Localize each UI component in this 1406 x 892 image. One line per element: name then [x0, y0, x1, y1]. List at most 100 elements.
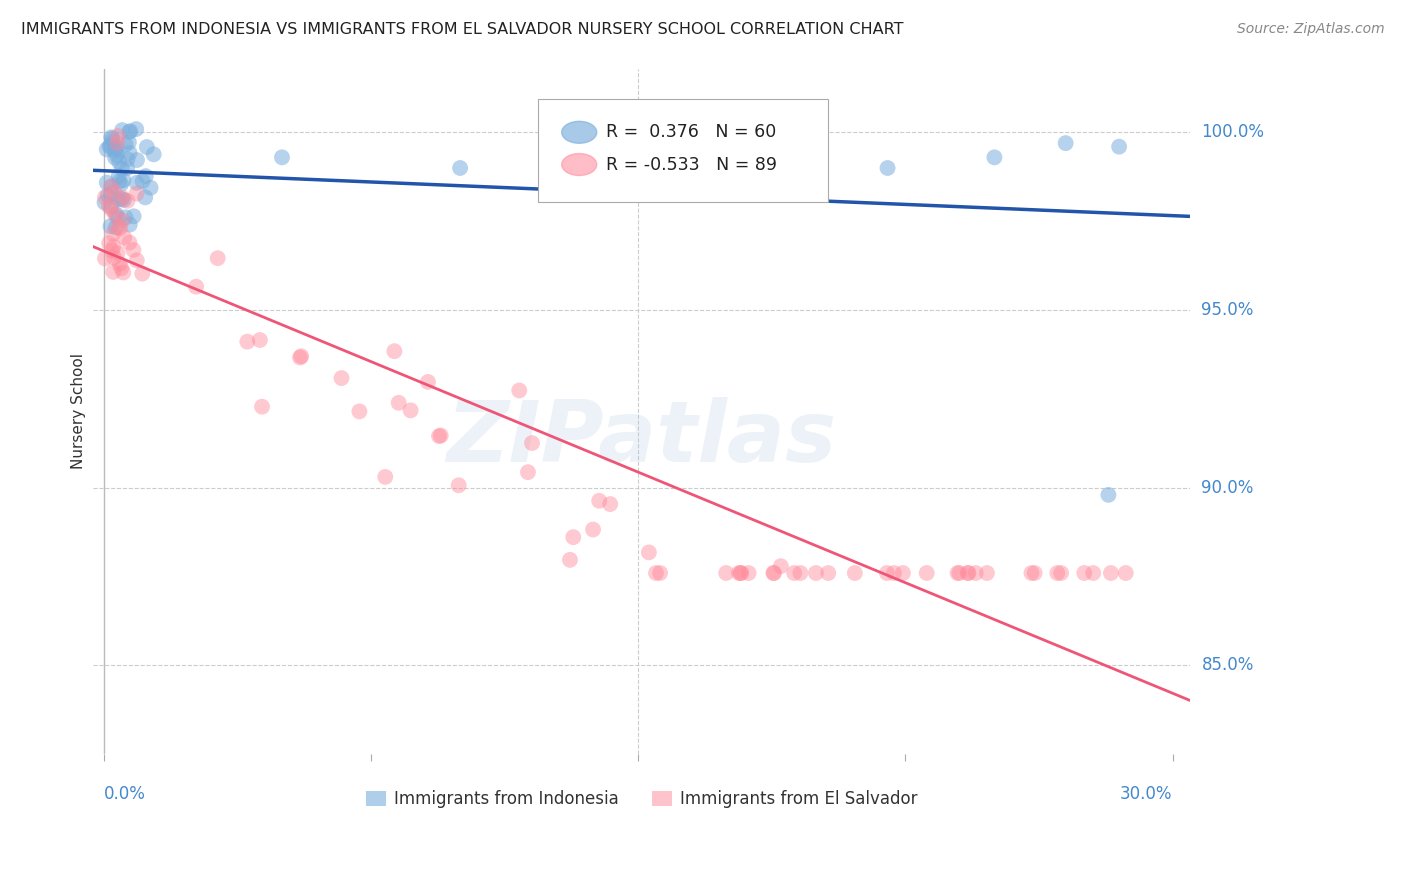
Point: [107, 220, 129, 235]
Point: [122, 243, 145, 257]
Point: [416, 375, 439, 389]
Point: [118, 125, 141, 139]
Point: [783, 566, 806, 580]
Point: [125, 186, 148, 201]
Point: [1046, 566, 1069, 580]
Point: [330, 371, 353, 385]
Point: [104, 142, 127, 156]
Point: [104, 140, 127, 154]
Point: [627, 168, 650, 182]
Point: [1073, 566, 1095, 580]
Point: [727, 566, 749, 580]
Point: [103, 251, 125, 265]
Point: [125, 253, 148, 268]
Point: [125, 122, 148, 136]
Point: [120, 124, 142, 138]
Point: [891, 566, 914, 580]
Point: [110, 177, 132, 191]
Text: 30.0%: 30.0%: [1121, 785, 1173, 803]
Text: 100.0%: 100.0%: [1202, 123, 1264, 142]
Point: [734, 153, 756, 168]
Point: [184, 279, 207, 293]
Point: [114, 137, 136, 152]
Text: 90.0%: 90.0%: [1202, 479, 1254, 497]
Point: [101, 135, 124, 149]
Point: [1097, 488, 1119, 502]
Point: [388, 396, 411, 410]
Point: [806, 146, 828, 161]
Point: [562, 530, 585, 544]
Point: [94, 190, 117, 204]
Point: [100, 202, 122, 216]
Point: [762, 566, 785, 580]
Point: [429, 428, 451, 442]
Point: [730, 566, 752, 580]
Point: [104, 220, 127, 235]
Point: [737, 566, 759, 580]
Point: [117, 152, 139, 166]
Point: [107, 128, 129, 143]
Point: [384, 344, 406, 359]
Point: [763, 566, 786, 580]
Point: [101, 227, 124, 241]
Point: [114, 211, 136, 225]
Point: [517, 465, 540, 479]
Point: [645, 566, 668, 580]
Point: [111, 192, 134, 206]
Point: [956, 566, 979, 580]
Point: [236, 334, 259, 349]
Point: [142, 147, 165, 161]
Point: [110, 261, 132, 276]
Point: [98, 236, 121, 251]
Point: [427, 429, 450, 443]
Point: [817, 566, 839, 580]
Point: [108, 154, 131, 169]
Circle shape: [561, 153, 596, 176]
Point: [100, 130, 122, 145]
Point: [1099, 566, 1122, 580]
Point: [983, 150, 1005, 164]
Point: [648, 566, 671, 580]
Point: [101, 244, 124, 258]
Point: [107, 246, 129, 260]
Point: [1050, 566, 1073, 580]
Point: [876, 566, 898, 580]
Point: [135, 140, 157, 154]
Point: [249, 333, 271, 347]
Point: [374, 470, 396, 484]
Point: [125, 153, 148, 167]
Point: [139, 180, 162, 194]
Point: [1021, 566, 1043, 580]
Point: [100, 179, 122, 194]
Point: [96, 176, 118, 190]
Point: [118, 235, 141, 250]
Point: [107, 211, 129, 225]
Point: [111, 213, 134, 227]
Legend: Immigrants from Indonesia, Immigrants from El Salvador: Immigrants from Indonesia, Immigrants fr…: [359, 783, 925, 814]
Point: [96, 142, 118, 156]
Point: [105, 148, 128, 162]
Point: [112, 230, 135, 244]
Point: [97, 199, 120, 213]
Point: [105, 136, 128, 150]
Point: [399, 403, 422, 417]
Point: [100, 179, 122, 194]
Point: [965, 566, 987, 580]
Point: [108, 257, 131, 271]
Point: [105, 207, 128, 221]
Point: [111, 123, 134, 137]
Point: [117, 194, 139, 208]
Point: [111, 161, 134, 176]
Point: [125, 176, 148, 190]
Point: [115, 161, 138, 175]
Text: R =  0.376   N = 60: R = 0.376 N = 60: [606, 123, 776, 141]
Text: 0.0%: 0.0%: [104, 785, 146, 803]
Point: [107, 169, 129, 184]
Point: [131, 267, 153, 281]
Point: [447, 478, 470, 492]
Point: [714, 566, 737, 580]
Point: [1108, 139, 1130, 153]
Point: [111, 191, 134, 205]
Point: [100, 200, 122, 214]
Point: [1054, 136, 1077, 150]
